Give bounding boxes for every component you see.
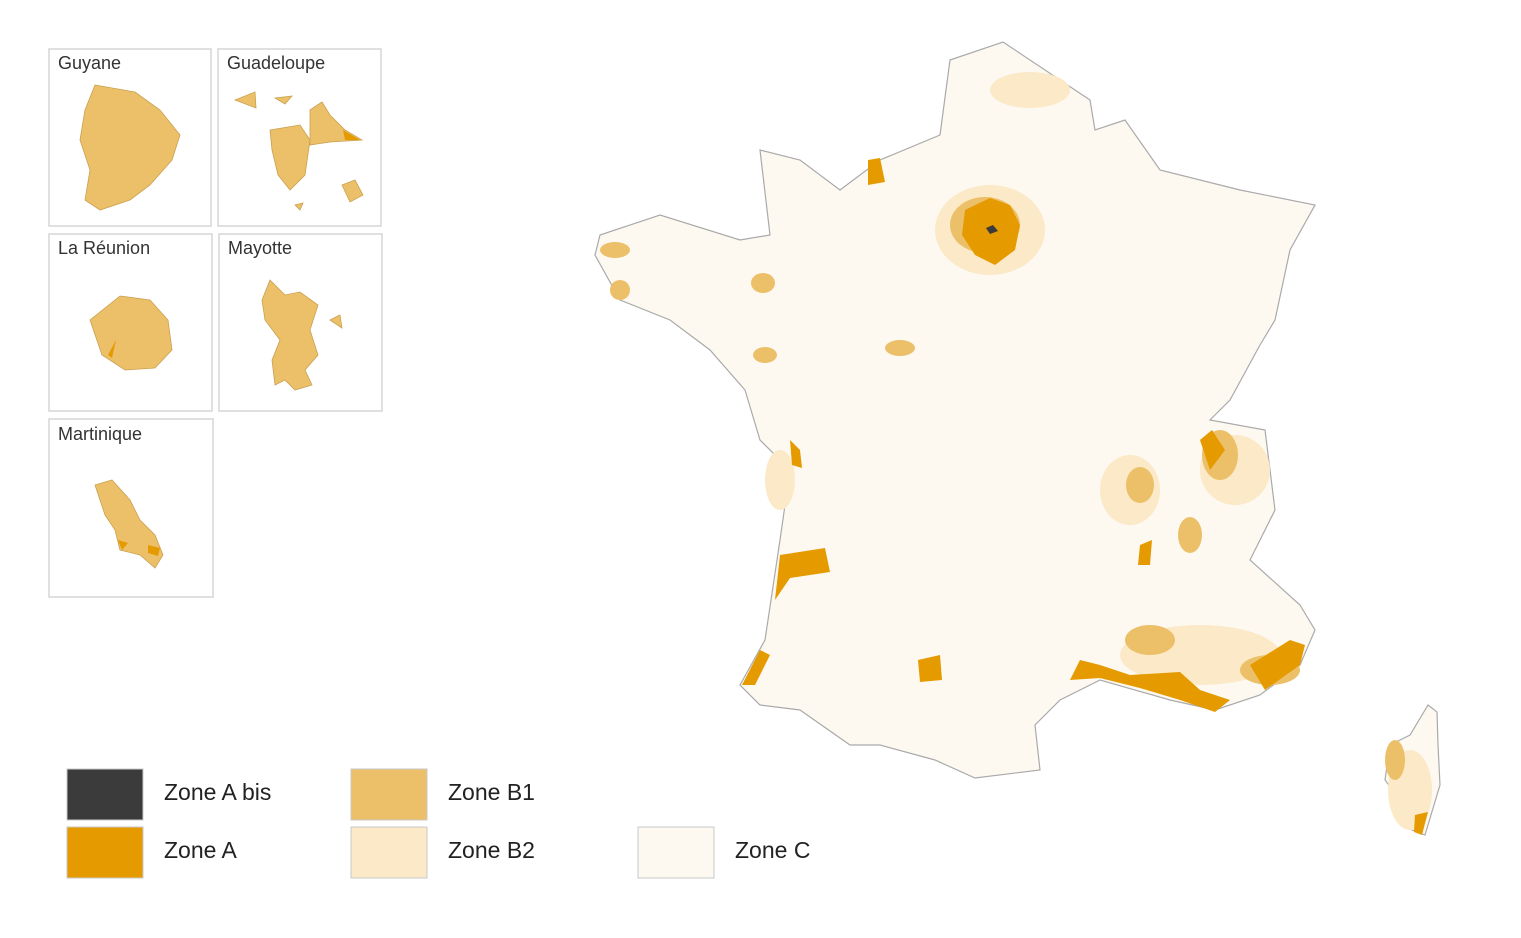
zone-patch	[610, 280, 630, 300]
legend-swatch	[66, 768, 144, 821]
zone-patch	[1414, 812, 1428, 835]
zone-a-patch	[118, 540, 160, 556]
zone-patch	[918, 655, 942, 682]
mayotte-shape	[261, 279, 343, 391]
inset-label: Guyane	[58, 53, 121, 73]
zone-patch	[1250, 640, 1305, 690]
zone-patch	[1125, 625, 1175, 655]
zone-a-bis-area	[986, 225, 998, 234]
inset-shapes	[79, 84, 364, 569]
zone-a-patch	[108, 340, 116, 358]
inset-frame	[218, 233, 383, 412]
legend-swatch	[637, 826, 715, 879]
inset-label: Martinique	[58, 424, 142, 444]
inset-frame	[48, 233, 213, 412]
guadeloupe-shape	[233, 91, 364, 211]
zone-patch	[765, 450, 795, 510]
zone-patch	[742, 650, 770, 685]
zone-patch	[775, 548, 830, 600]
zone-patch	[885, 340, 915, 356]
inset-frame	[48, 418, 214, 598]
zone-patch	[1138, 540, 1152, 565]
zone-patch	[1200, 430, 1225, 470]
zone-patch	[1070, 660, 1230, 712]
reunion-shape	[89, 295, 173, 371]
zone-patch	[1126, 467, 1154, 503]
legend-label: Zone B1	[448, 779, 535, 805]
legend-label: Zone A bis	[164, 779, 271, 805]
martinique-shape	[94, 479, 164, 569]
zone-patch	[1385, 740, 1405, 780]
zone-patch	[868, 158, 885, 185]
france-mainland	[594, 41, 1316, 779]
zone-patch	[790, 440, 802, 468]
zone-a-patch	[343, 130, 360, 140]
inset-frame	[217, 48, 382, 227]
labels-and-legend: Guyane Guadeloupe La Réunion Mayotte Martini…	[58, 53, 810, 879]
legend-swatch	[350, 826, 428, 879]
zone-patch	[753, 347, 777, 363]
legend-swatch	[350, 768, 428, 821]
zone-patch	[990, 72, 1070, 108]
inset-label: Mayotte	[228, 238, 292, 258]
legend-label: Zone C	[735, 837, 810, 863]
inset-label: Guadeloupe	[227, 53, 325, 73]
legend-swatch	[66, 826, 144, 879]
zone-patch	[751, 273, 775, 293]
inset-frames	[48, 48, 383, 598]
inset-frame	[48, 48, 212, 227]
zone-patch	[1178, 517, 1202, 553]
inset-zone-a	[108, 130, 360, 556]
legend-label: Zone B2	[448, 837, 535, 863]
legend-label: Zone A	[164, 837, 238, 863]
zone-patch	[600, 242, 630, 258]
guyane-shape	[79, 84, 181, 211]
inset-label: La Réunion	[58, 238, 150, 258]
